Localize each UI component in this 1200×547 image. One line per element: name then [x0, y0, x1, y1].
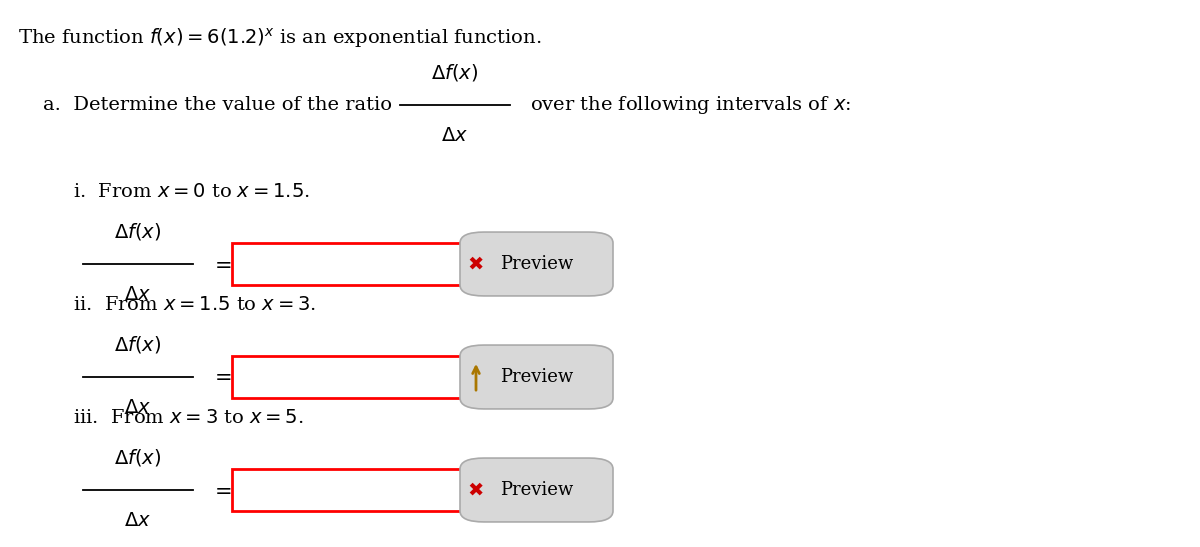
Text: $\Delta f(x)$: $\Delta f(x)$	[431, 62, 479, 83]
FancyBboxPatch shape	[460, 458, 613, 522]
Text: $\Delta f(x)$: $\Delta f(x)$	[114, 221, 162, 242]
Text: The function $f(x) = 6(1.2)^x$ is an exponential function.: The function $f(x) = 6(1.2)^x$ is an exp…	[18, 26, 541, 50]
Text: a.  Determine the value of the ratio: a. Determine the value of the ratio	[43, 96, 392, 114]
FancyBboxPatch shape	[460, 345, 613, 409]
FancyBboxPatch shape	[232, 356, 462, 398]
Text: $\Delta x$: $\Delta x$	[125, 286, 151, 304]
FancyBboxPatch shape	[462, 356, 490, 398]
FancyBboxPatch shape	[232, 243, 462, 285]
Text: Preview: Preview	[500, 368, 574, 386]
Text: ✖: ✖	[468, 480, 484, 499]
Text: $=$: $=$	[210, 368, 232, 387]
FancyBboxPatch shape	[460, 232, 613, 296]
Text: $=$: $=$	[210, 254, 232, 274]
Text: $=$: $=$	[210, 480, 232, 499]
Text: i.  From $x = 0$ to $x = 1.5$.: i. From $x = 0$ to $x = 1.5$.	[73, 183, 310, 201]
Text: $\Delta x$: $\Delta x$	[125, 399, 151, 417]
Text: $\Delta f(x)$: $\Delta f(x)$	[114, 334, 162, 355]
FancyBboxPatch shape	[232, 469, 462, 511]
Text: $\Delta x$: $\Delta x$	[442, 127, 468, 145]
Text: over the following intervals of $x$:: over the following intervals of $x$:	[530, 94, 851, 116]
Text: ii.  From $x = 1.5$ to $x = 3$.: ii. From $x = 1.5$ to $x = 3$.	[73, 296, 316, 314]
Text: iii.  From $x = 3$ to $x = 5$.: iii. From $x = 3$ to $x = 5$.	[73, 409, 304, 427]
Text: Preview: Preview	[500, 481, 574, 499]
Text: Preview: Preview	[500, 255, 574, 273]
Text: ✖: ✖	[468, 254, 484, 274]
Text: $\Delta x$: $\Delta x$	[125, 512, 151, 530]
Text: $\Delta f(x)$: $\Delta f(x)$	[114, 447, 162, 468]
